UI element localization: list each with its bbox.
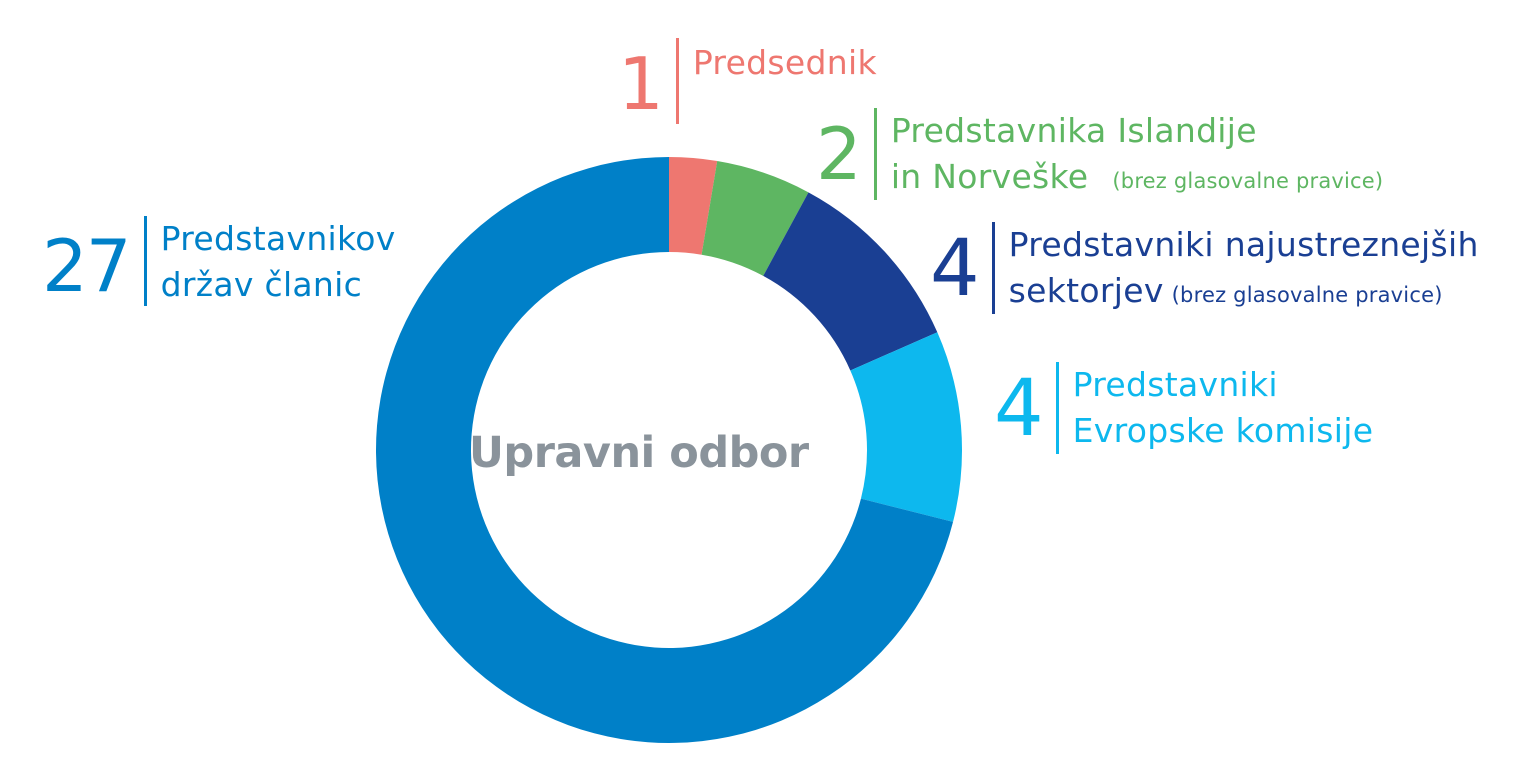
slice-value-label: 2 <box>816 112 862 196</box>
slice-note: (brez glasovalne pravice) <box>1112 169 1384 193</box>
label-divider <box>991 222 995 314</box>
slice-label: Predstavniki <box>1072 365 1278 404</box>
slice-note: (brez glasovalne pravice) <box>1171 283 1443 307</box>
label-islandija-norveska: 2 Predstavnika Islandije in Norveške (bre… <box>816 108 1383 200</box>
label-divider <box>675 38 679 124</box>
slice-value-label: 4 <box>930 224 980 314</box>
slice-value-label: 1 <box>618 42 664 126</box>
label-predsednik: 1 Predsednik <box>618 38 877 124</box>
label-divider <box>143 216 147 306</box>
donut-slice-1 <box>701 160 809 276</box>
slice-label: Predsednik <box>692 43 877 82</box>
label-sektorji: 4 Predstavniki najustreznejših sektorjev… <box>930 222 1479 314</box>
chart-center-title: Upravni odbor <box>469 428 809 478</box>
label-drzave-clanice: 27 Predstavnikov držav članic <box>42 216 396 306</box>
slice-label: Predstavniki najustreznejših <box>1008 225 1479 264</box>
slice-label: Predstavnikov <box>160 219 396 258</box>
slice-label: in Norveške <box>890 157 1089 196</box>
slice-label: Evropske komisije <box>1072 411 1374 450</box>
label-divider <box>1055 362 1059 454</box>
slice-value-label: 27 <box>42 224 132 308</box>
slice-label: sektorjev <box>1008 271 1164 310</box>
label-divider <box>873 108 877 200</box>
donut-slice-0 <box>669 157 718 255</box>
label-evropska-komisija: 4 Predstavniki Evropske komisije <box>994 362 1373 454</box>
slice-label: držav članic <box>160 265 363 304</box>
donut-slice-2 <box>763 192 938 371</box>
slice-label: Predstavnika Islandije <box>890 111 1257 150</box>
slice-value-label: 4 <box>994 364 1044 454</box>
donut-slice-3 <box>850 332 962 522</box>
donut-slice-4 <box>376 157 954 743</box>
